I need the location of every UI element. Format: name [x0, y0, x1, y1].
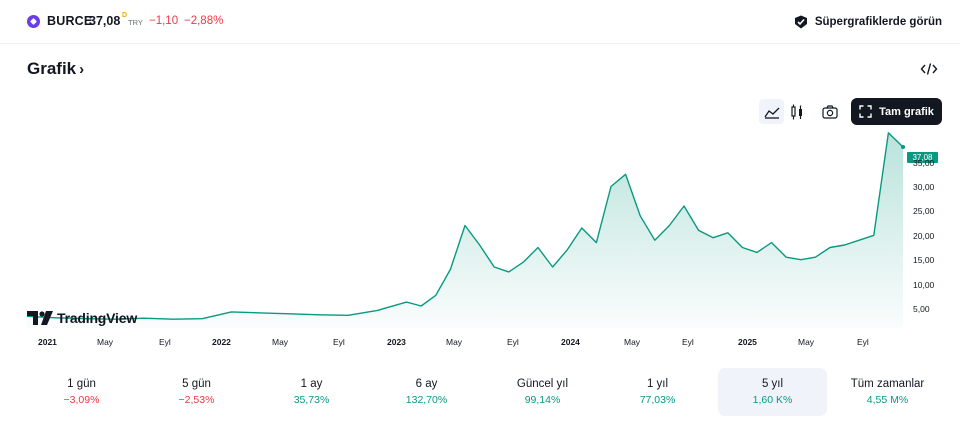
period-button[interactable]: 5 yıl 1,60 K%	[718, 368, 827, 416]
embed-code-icon[interactable]	[920, 60, 938, 78]
x-axis-month-label: Eyl	[857, 337, 869, 347]
candles-chart-type-button[interactable]	[784, 99, 809, 124]
camera-icon	[821, 104, 838, 119]
x-axis-month-label: Eyl	[682, 337, 694, 347]
period-label: 1 ay	[300, 378, 323, 390]
tradingview-logo[interactable]: TradingView	[27, 310, 137, 326]
x-axis-month-label: May	[97, 337, 114, 347]
y-axis-tick-label: 20,00	[913, 231, 935, 241]
y-axis-tick-label: 5,00	[913, 304, 930, 314]
symbol-header: BURCE 37,08 D TRY −1,10 −2,88% Süpergraf…	[0, 0, 960, 44]
price-line	[26, 132, 904, 320]
x-axis-month-label: May	[624, 337, 641, 347]
full-chart-button[interactable]: Tam grafik	[851, 98, 942, 125]
period-label: Tüm zamanlar	[850, 378, 925, 390]
period-button[interactable]: 6 ay 132,70%	[372, 368, 481, 416]
tradingview-logo-text: TradingView	[57, 310, 138, 326]
period-label: 5 yıl	[761, 378, 784, 390]
period-button[interactable]: Güncel yıl 99,14%	[488, 368, 597, 416]
fullscreen-icon	[859, 105, 872, 118]
ticker-symbol[interactable]: BURCE	[47, 14, 93, 28]
tradingview-logo-icon	[27, 311, 53, 325]
open-supercharts-label: Süpergrafiklerde görün	[814, 16, 942, 28]
x-axis-year-label: 2021	[38, 337, 57, 347]
period-button[interactable]: 1 ay 35,73%	[257, 368, 366, 416]
period-change-value: −2,53%	[178, 394, 215, 406]
full-chart-label: Tam grafik	[879, 105, 934, 118]
period-button[interactable]: Tüm zamanlar 4,55 M%	[833, 368, 942, 416]
y-axis-tick-label: 25,00	[913, 206, 935, 216]
period-change-value: 1,60 K%	[752, 394, 793, 406]
company-logo-icon	[27, 15, 40, 28]
period-label: Güncel yıl	[516, 378, 569, 390]
y-axis-tick-label: 35,00	[913, 158, 935, 168]
area-chart-type-button[interactable]	[759, 99, 784, 124]
currency-label: TRY	[128, 18, 143, 27]
price-area-fill	[27, 132, 903, 328]
last-price-dot	[901, 145, 905, 150]
x-axis-month-label: May	[272, 337, 289, 347]
x-axis-month-label: May	[798, 337, 815, 347]
candles-icon	[790, 104, 802, 119]
period-change-value: 132,70%	[405, 394, 448, 406]
screenshot-button[interactable]	[817, 99, 842, 124]
period-change-value: 99,14%	[524, 394, 561, 406]
area-chart-icon	[763, 107, 779, 119]
x-axis-year-label: 2023	[387, 337, 406, 347]
chart-section-title[interactable]: Grafik ›	[27, 59, 84, 79]
open-supercharts-button[interactable]: Süpergrafiklerde görün	[793, 12, 942, 32]
period-label: 5 gün	[182, 378, 211, 390]
period-button[interactable]: 1 gün −3,09%	[27, 368, 136, 416]
period-button[interactable]: 5 gün −2,53%	[142, 368, 251, 416]
x-axis-month-label: Eyl	[507, 337, 519, 347]
y-axis-tick-label: 30,00	[913, 182, 935, 192]
x-axis-year-label: 2025	[738, 337, 757, 347]
period-change-value: 4,55 M%	[866, 394, 909, 406]
chevron-right-icon: ›	[79, 61, 85, 78]
delayed-data-flag: D	[122, 12, 128, 19]
x-axis-month-label: Eyl	[333, 337, 345, 347]
period-change-value: 77,03%	[639, 394, 676, 406]
x-axis-month-label: May	[446, 337, 463, 347]
price-change-absolute: −1,10	[149, 15, 179, 27]
last-price: 37,08	[89, 14, 121, 28]
price-chart[interactable]	[0, 130, 960, 348]
y-axis-tick-label: 15,00	[913, 255, 935, 265]
x-axis-year-label: 2024	[561, 337, 580, 347]
supercharts-icon	[794, 15, 807, 29]
period-change-value: 35,73%	[293, 394, 330, 406]
period-change-value: −3,09%	[63, 394, 100, 406]
period-label: 1 gün	[67, 378, 96, 390]
section-title-text: Grafik	[27, 59, 77, 78]
x-axis-year-label: 2022	[212, 337, 231, 347]
period-button[interactable]: 1 yıl 77,03%	[603, 368, 712, 416]
period-performance-selector: 1 gün −3,09% 5 gün −2,53% 1 ay 35,73% 6 ay 132,…	[0, 368, 960, 418]
y-axis-tick-label: 10,00	[913, 280, 935, 290]
x-axis-month-label: Eyl	[159, 337, 171, 347]
price-change-percent: −2,88%	[184, 15, 224, 27]
period-label: 6 ay	[415, 378, 438, 390]
period-label: 1 yıl	[646, 378, 669, 390]
last-price-tag: 37,08	[907, 152, 938, 163]
